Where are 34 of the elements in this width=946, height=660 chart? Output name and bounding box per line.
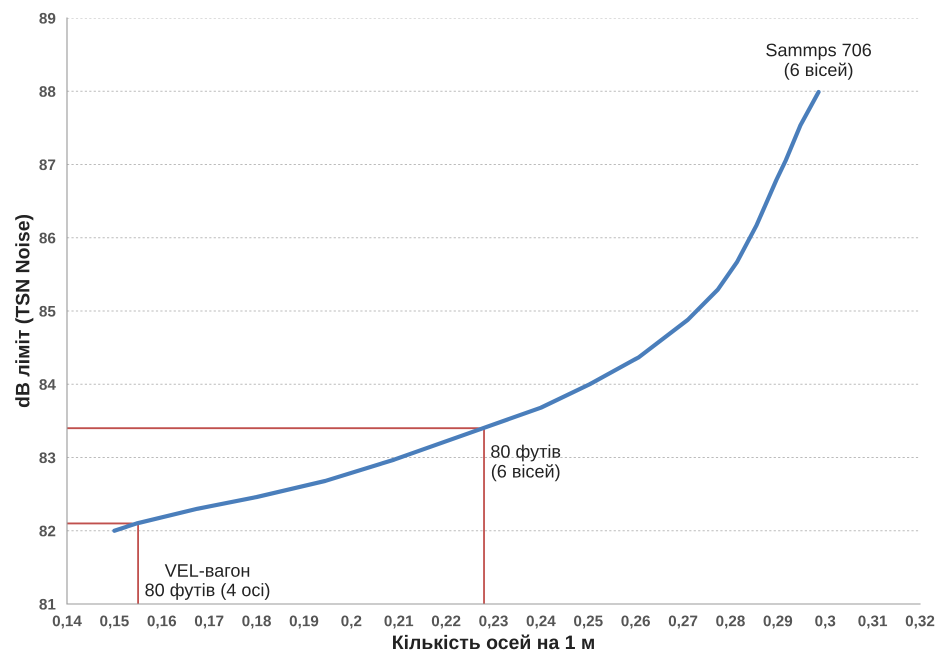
- annotation: VEL-вагон 80 футів (4 осі): [145, 564, 270, 600]
- x-tick-label: 0,27: [668, 616, 698, 629]
- x-tick-label: 0,24: [526, 616, 556, 629]
- y-tick-label: 86: [39, 232, 56, 244]
- x-tick-label: 0,25: [574, 616, 603, 629]
- y-tick-label: 82: [39, 526, 56, 536]
- x-tick-label: 0,21: [384, 616, 414, 629]
- x-tick-label: 0,19: [290, 616, 318, 629]
- x-tick-label: 0,23: [479, 616, 508, 629]
- y-tick-label: 85: [39, 306, 56, 317]
- annotation: 80 футів (6 вісей): [491, 444, 560, 482]
- y-tick-label: 83: [39, 452, 56, 464]
- annotation: Sammps 706 (6 вісей): [766, 44, 871, 80]
- y-tick-label: 87: [39, 159, 56, 170]
- x-tick-label: 0,14: [52, 616, 82, 629]
- x-tick-label: 0,26: [621, 616, 650, 629]
- x-tick-label: 0,2: [341, 616, 362, 629]
- y-tick-label: 88: [39, 86, 56, 97]
- y-axis-title: dB ліміт (TSN Noise): [15, 214, 34, 408]
- y-tick-label: 81: [39, 598, 56, 610]
- x-tick-label: 0,22: [432, 616, 460, 629]
- x-tick-label: 0,31: [858, 616, 888, 629]
- x-tick-label: 0,28: [716, 616, 745, 629]
- x-tick-label: 0,16: [148, 616, 176, 629]
- x-tick-label: 0,17: [194, 616, 224, 629]
- x-tick-label: 0,32: [906, 616, 934, 629]
- y-tick-label: 89: [39, 12, 56, 24]
- line-series: [112, 90, 821, 533]
- x-tick-label: 0,15: [100, 616, 129, 629]
- x-tick-label: 0,29: [764, 616, 792, 629]
- x-axis-title: Кількість осей на 1 м: [393, 634, 594, 650]
- x-tick-label: 0,3: [815, 616, 836, 629]
- y-tick-label: 84: [39, 379, 56, 390]
- x-tick-label: 0,18: [242, 616, 271, 629]
